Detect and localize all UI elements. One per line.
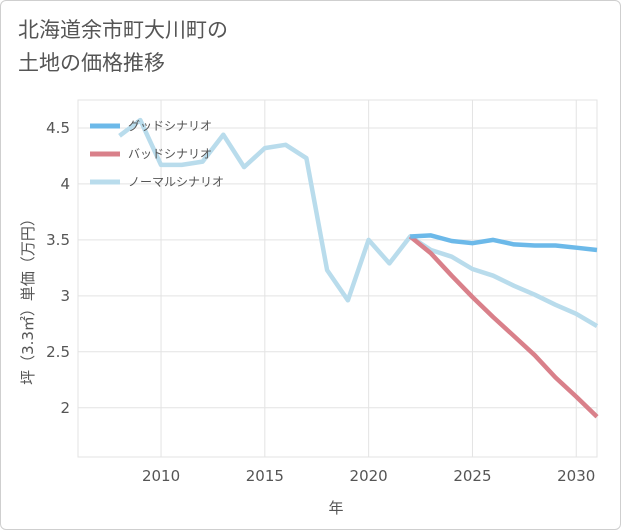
chart-title-line2: 土地の価格推移 (18, 51, 165, 75)
y-tick-label: 4 (60, 175, 70, 193)
y-tick-label: 3.5 (46, 231, 70, 249)
legend-label: グッドシナリオ (128, 119, 212, 133)
legend-label: バッドシナリオ (128, 147, 212, 161)
series-line-1 (408, 234, 599, 419)
y-tick-label: 2.5 (46, 343, 70, 361)
x-tick-labels: 2010 2015 2020 2025 2030 (142, 467, 595, 485)
x-tick-label: 2010 (142, 467, 180, 485)
series-line-2 (118, 117, 599, 329)
y-tick-label: 4.5 (46, 119, 70, 137)
y-tick-label: 2 (60, 399, 70, 417)
chart-title: 北海道余市町大川町の 土地の価格推移 (18, 14, 228, 80)
series-lines (118, 117, 599, 419)
plot-border (77, 99, 598, 458)
y-tick-label: 3 (60, 287, 70, 305)
x-axis-label: 年 (328, 499, 343, 517)
x-tick-label: 2015 (246, 467, 284, 485)
chart-title-line1: 北海道余市町大川町の (18, 18, 228, 42)
x-tick-label: 2020 (350, 467, 388, 485)
x-tick-label: 2030 (557, 467, 595, 485)
legend-label: ノーマルシナリオ (128, 175, 224, 189)
series-line-0 (410, 233, 598, 253)
y-tick-labels: 2 2.5 3 3.5 4 4.5 (46, 119, 70, 417)
x-tick-label: 2025 (453, 467, 491, 485)
y-axis-label: 坪（3.3㎡）単価（万円） (19, 211, 37, 385)
